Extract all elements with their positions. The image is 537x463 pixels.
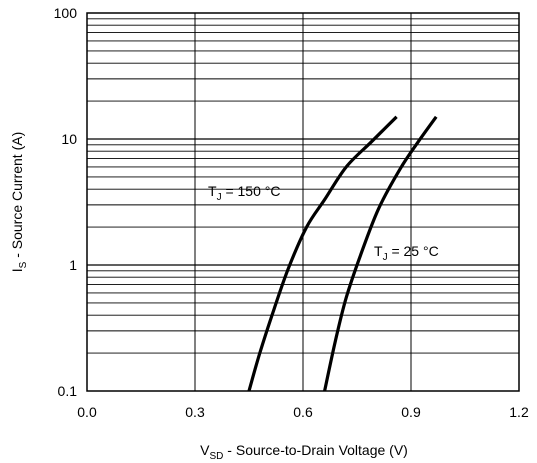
y-tick-label: 100 [54, 5, 78, 21]
y-tick-label: 0.1 [58, 383, 78, 399]
series-tj-150-line [247, 115, 398, 392]
x-axis-title: VSD - Source-to-Drain Voltage (V) [200, 442, 408, 462]
x-tick-label: 0.6 [293, 404, 313, 420]
y-tick-label: 1 [69, 257, 77, 273]
x-tick-label: 0.9 [401, 404, 421, 420]
grid [87, 13, 519, 391]
x-tick-labels: 0.0 0.3 0.6 0.9 1.2 [77, 404, 529, 420]
annotation-tj-150: TJ = 150 °C [208, 183, 280, 203]
annotation-tj-25: TJ = 25 °C [374, 243, 439, 263]
series-tj-25-line [323, 115, 438, 392]
x-tick-label: 1.2 [509, 404, 529, 420]
x-tick-label: 0.3 [185, 404, 205, 420]
y-axis-title: IS - Source Current (A) [9, 132, 29, 273]
y-tick-labels: 0.1 1 10 100 [54, 5, 78, 399]
series-layer [247, 115, 438, 392]
x-tick-label: 0.0 [77, 404, 97, 420]
y-tick-label: 10 [61, 131, 77, 147]
plot-frame [86, 12, 520, 392]
